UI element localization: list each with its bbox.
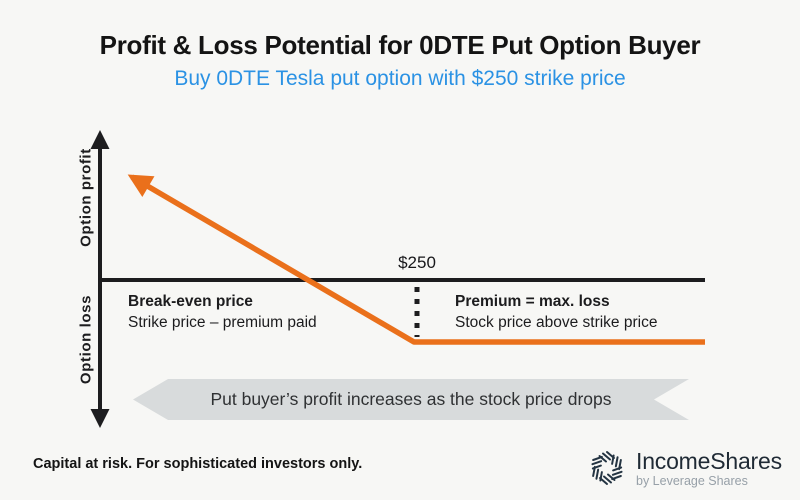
direction-ribbon: Put buyer’s profit increases as the stoc… xyxy=(133,379,689,420)
brand-tagline: by Leverage Shares xyxy=(636,473,748,488)
y-axis-loss-label: Option loss xyxy=(77,294,95,385)
y-axis-up-arrowhead-icon xyxy=(90,130,110,149)
payoff-chart-svg xyxy=(90,130,705,428)
page-title: Profit & Loss Potential for 0DTE Put Opt… xyxy=(99,30,701,60)
breakeven-annotation: Break-even price Strike price – premium … xyxy=(128,291,317,333)
brand-logo: IncomeShares by Leverage Shares xyxy=(586,447,782,489)
brand-name: IncomeShares xyxy=(636,447,782,474)
breakeven-annotation-title: Break-even price xyxy=(128,293,253,310)
y-axis-down-arrowhead-icon xyxy=(90,409,110,428)
y-axis-profit-label: Option profit xyxy=(77,148,95,247)
payoff-line xyxy=(127,174,705,345)
max-loss-annotation-detail: Stock price above strike price xyxy=(455,314,658,331)
brand-text: IncomeShares by Leverage Shares xyxy=(636,449,782,488)
incomeshares-logo-icon xyxy=(591,451,623,485)
max-loss-annotation: Premium = max. loss Stock price above st… xyxy=(455,291,657,333)
breakeven-annotation-detail: Strike price – premium paid xyxy=(128,314,317,331)
direction-ribbon-text: Put buyer’s profit increases as the stoc… xyxy=(210,389,612,409)
risk-disclaimer: Capital at risk. For sophisticated inves… xyxy=(33,456,363,472)
strike-price-label: $250 xyxy=(398,253,436,272)
max-loss-annotation-title: Premium = max. loss xyxy=(455,293,610,310)
page-subtitle: Buy 0DTE Tesla put option with $250 stri… xyxy=(174,67,626,90)
